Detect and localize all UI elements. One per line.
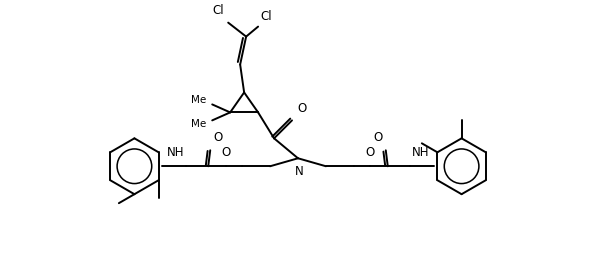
Text: N: N [294, 165, 303, 178]
Text: NH: NH [412, 146, 429, 159]
Text: O: O [297, 102, 306, 116]
Text: Cl: Cl [260, 10, 272, 23]
Text: O: O [365, 146, 374, 159]
Text: Cl: Cl [213, 4, 224, 17]
Text: Me: Me [191, 95, 206, 105]
Text: NH: NH [167, 146, 184, 159]
Text: O: O [374, 131, 383, 144]
Text: O: O [222, 146, 231, 159]
Text: O: O [213, 131, 222, 144]
Text: Me: Me [191, 119, 206, 129]
